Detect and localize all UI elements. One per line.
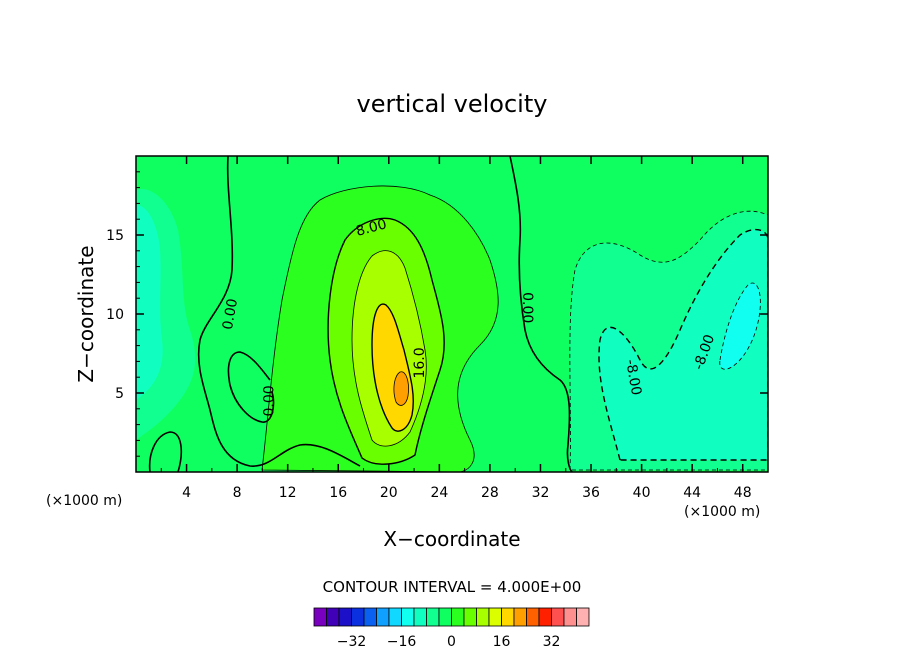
y-tick-label: 10 bbox=[106, 307, 124, 323]
x-axis-label: X−coordinate bbox=[383, 527, 520, 551]
x-tick-label: 20 bbox=[380, 485, 398, 501]
colorbar-label: −16 bbox=[387, 634, 417, 650]
x-tick-label: 32 bbox=[532, 485, 550, 501]
colorbar-swatch bbox=[501, 607, 515, 627]
colorbar-swatch bbox=[351, 607, 365, 627]
colorbar-swatch bbox=[451, 607, 465, 627]
x-tick-label: 24 bbox=[430, 485, 448, 501]
zero-contour-left bbox=[197, 156, 361, 467]
colorbar bbox=[313, 607, 590, 627]
x-tick-label: 28 bbox=[481, 485, 499, 501]
colorbar-swatch bbox=[551, 607, 565, 627]
colorbar-swatch bbox=[413, 607, 427, 627]
contour-label: -8.00 bbox=[622, 358, 644, 396]
y-tick-label: 15 bbox=[106, 228, 124, 244]
colorbar-swatch bbox=[563, 607, 577, 627]
colorbar-swatch bbox=[538, 607, 552, 627]
colorbar-swatch bbox=[363, 607, 377, 627]
x-tick-label: 16 bbox=[329, 485, 347, 501]
contour-label: 0.00 bbox=[519, 292, 535, 323]
x-tick-label: 40 bbox=[633, 485, 651, 501]
colorbar-swatch bbox=[576, 607, 590, 627]
contour-label: 8.00 bbox=[354, 216, 388, 240]
x-axis-unit-left: (×1000 m) bbox=[46, 493, 122, 509]
colorbar-label: 0 bbox=[447, 634, 456, 650]
y-axis-label: Z−coordinate bbox=[74, 245, 98, 382]
contour-interval: CONTOUR INTERVAL = 4.000E+00 bbox=[323, 578, 582, 596]
chart-title: vertical velocity bbox=[357, 90, 548, 118]
x-tick-label: 44 bbox=[683, 485, 701, 501]
colorbar-swatch bbox=[438, 607, 452, 627]
contour-label: 0.00 bbox=[220, 297, 241, 330]
colorbar-swatch bbox=[338, 607, 352, 627]
downdraft-region-right-8 bbox=[598, 228, 768, 461]
colorbar-swatch bbox=[326, 607, 340, 627]
x-tick-label: 48 bbox=[734, 485, 752, 501]
colorbar-swatch bbox=[376, 607, 390, 627]
x-axis-ticks: 4 8 12 16 20 24 28 32 36 40 44 48 bbox=[160, 156, 752, 501]
zero-contour-middle bbox=[509, 156, 573, 472]
colorbar-swatch bbox=[526, 607, 540, 627]
colorbar-swatch bbox=[313, 607, 327, 627]
colorbar-swatch bbox=[401, 607, 415, 627]
updraft-region-20 bbox=[393, 371, 409, 406]
colorbar-labels: −32 −16 0 16 32 bbox=[337, 634, 561, 650]
colorbar-swatch bbox=[513, 607, 527, 627]
contour-field bbox=[136, 156, 768, 472]
negative-region-left-inner bbox=[136, 205, 163, 400]
zero-contour-bottom-left bbox=[148, 431, 183, 472]
colorbar-label: 16 bbox=[493, 634, 511, 650]
y-tick-label: 5 bbox=[115, 386, 124, 402]
x-axis-unit-right: (×1000 m) bbox=[684, 504, 760, 520]
contour-label: 16.0 bbox=[412, 347, 428, 378]
colorbar-swatch bbox=[426, 607, 440, 627]
colorbar-swatch bbox=[463, 607, 477, 627]
colorbar-label: 32 bbox=[543, 634, 561, 650]
y-axis-ticks: 5 10 15 bbox=[106, 171, 768, 457]
zero-contour-inner bbox=[227, 351, 275, 423]
colorbar-label: −32 bbox=[337, 634, 367, 650]
x-tick-label: 12 bbox=[279, 485, 297, 501]
contour-label: 0.00 bbox=[262, 385, 278, 416]
colorbar-swatch bbox=[488, 607, 502, 627]
downdraft-region-right-12 bbox=[719, 282, 761, 370]
x-tick-label: 8 bbox=[233, 485, 242, 501]
x-tick-label: 36 bbox=[582, 485, 600, 501]
colorbar-swatch bbox=[476, 607, 490, 627]
x-tick-label: 4 bbox=[182, 485, 191, 501]
colorbar-swatch bbox=[388, 607, 402, 627]
